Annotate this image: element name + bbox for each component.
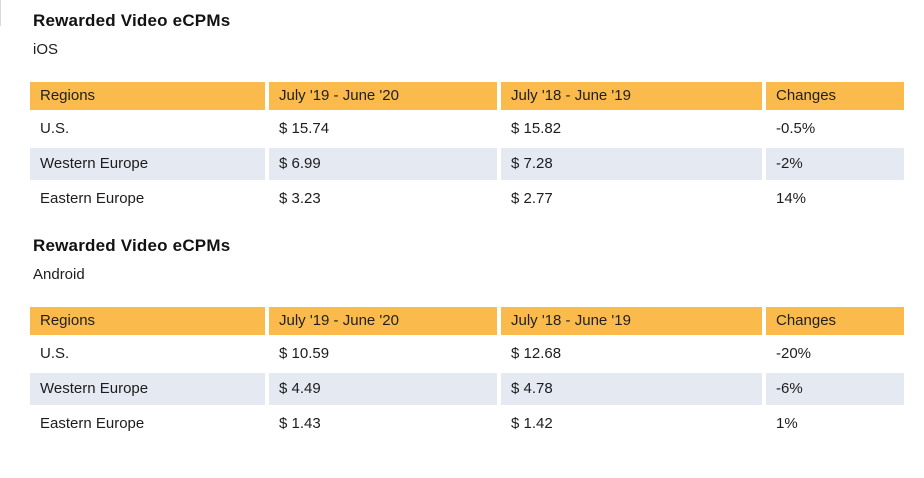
table-header-row: Regions July '19 - June '20 July '18 - J…	[30, 82, 904, 110]
ecpm-current-cell: $ 1.43	[279, 415, 321, 432]
ecpm-previous-cell: $ 12.68	[511, 345, 562, 362]
region-cell: U.S.	[40, 345, 70, 362]
ecpm-current-cell: $ 3.23	[279, 190, 321, 207]
table-row-us: U.S. $ 10.59 $ 12.68 -20%	[30, 338, 904, 370]
ecpm-previous-cell: $ 4.78	[501, 373, 762, 405]
table-row-western-europe: Western Europe $ 6.99 $ 7.28 -2%	[30, 148, 904, 180]
change-cell: 1%	[776, 415, 798, 432]
ecpm-table-ios: Regions July '19 - June '20 July '18 - J…	[30, 82, 904, 215]
ecpm-previous-cell: $ 7.28	[501, 148, 762, 180]
table-row-us: U.S. $ 15.74 $ 15.82 -0.5%	[30, 113, 904, 145]
platform-label-android: Android	[33, 266, 85, 283]
change-cell: -20%	[776, 345, 812, 362]
ecpm-current-cell: $ 10.59	[279, 345, 330, 362]
region-cell: Western Europe	[30, 373, 265, 405]
column-header-period-current: July '19 - June '20	[269, 307, 497, 335]
change-cell: -2%	[766, 148, 904, 180]
ecpm-section-android: Rewarded Video eCPMs Android Regions Jul…	[30, 235, 904, 440]
table-row-eastern-europe: Eastern Europe $ 1.43 $ 1.42 1%	[30, 408, 904, 440]
column-header-period-current: July '19 - June '20	[269, 82, 497, 110]
change-cell: -6%	[766, 373, 904, 405]
report-page: Rewarded Video eCPMs iOS Regions July '1…	[30, 10, 904, 440]
ecpm-section-ios: Rewarded Video eCPMs iOS Regions July '1…	[30, 10, 904, 215]
change-cell: 14%	[776, 190, 807, 207]
region-cell: Western Europe	[30, 148, 265, 180]
table-row-western-europe: Western Europe $ 4.49 $ 4.78 -6%	[30, 373, 904, 405]
change-cell: -0.5%	[776, 120, 816, 137]
ecpm-previous-cell: $ 1.42	[511, 415, 553, 432]
column-header-regions: Regions	[30, 82, 265, 110]
region-cell: U.S.	[40, 120, 70, 137]
ecpm-previous-cell: $ 2.77	[511, 190, 553, 207]
column-header-period-previous: July '18 - June '19	[501, 307, 762, 335]
region-cell: Eastern Europe	[40, 190, 145, 207]
column-header-period-previous: July '18 - June '19	[501, 82, 762, 110]
ecpm-previous-cell: $ 15.82	[511, 120, 562, 137]
platform-label-ios: iOS	[33, 41, 59, 58]
table-header-row: Regions July '19 - June '20 July '18 - J…	[30, 307, 904, 335]
region-cell: Eastern Europe	[40, 415, 145, 432]
ecpm-table-android: Regions July '19 - June '20 July '18 - J…	[30, 307, 904, 440]
column-header-regions: Regions	[30, 307, 265, 335]
section-title: Rewarded Video eCPMs	[33, 11, 231, 30]
column-header-changes: Changes	[766, 307, 904, 335]
table-row-eastern-europe: Eastern Europe $ 3.23 $ 2.77 14%	[30, 183, 904, 215]
ecpm-current-cell: $ 15.74	[279, 120, 330, 137]
ecpm-current-cell: $ 6.99	[269, 148, 497, 180]
ecpm-current-cell: $ 4.49	[269, 373, 497, 405]
section-title: Rewarded Video eCPMs	[33, 236, 231, 255]
column-header-changes: Changes	[766, 82, 904, 110]
screenshot-edge-artifact	[0, 0, 1, 26]
